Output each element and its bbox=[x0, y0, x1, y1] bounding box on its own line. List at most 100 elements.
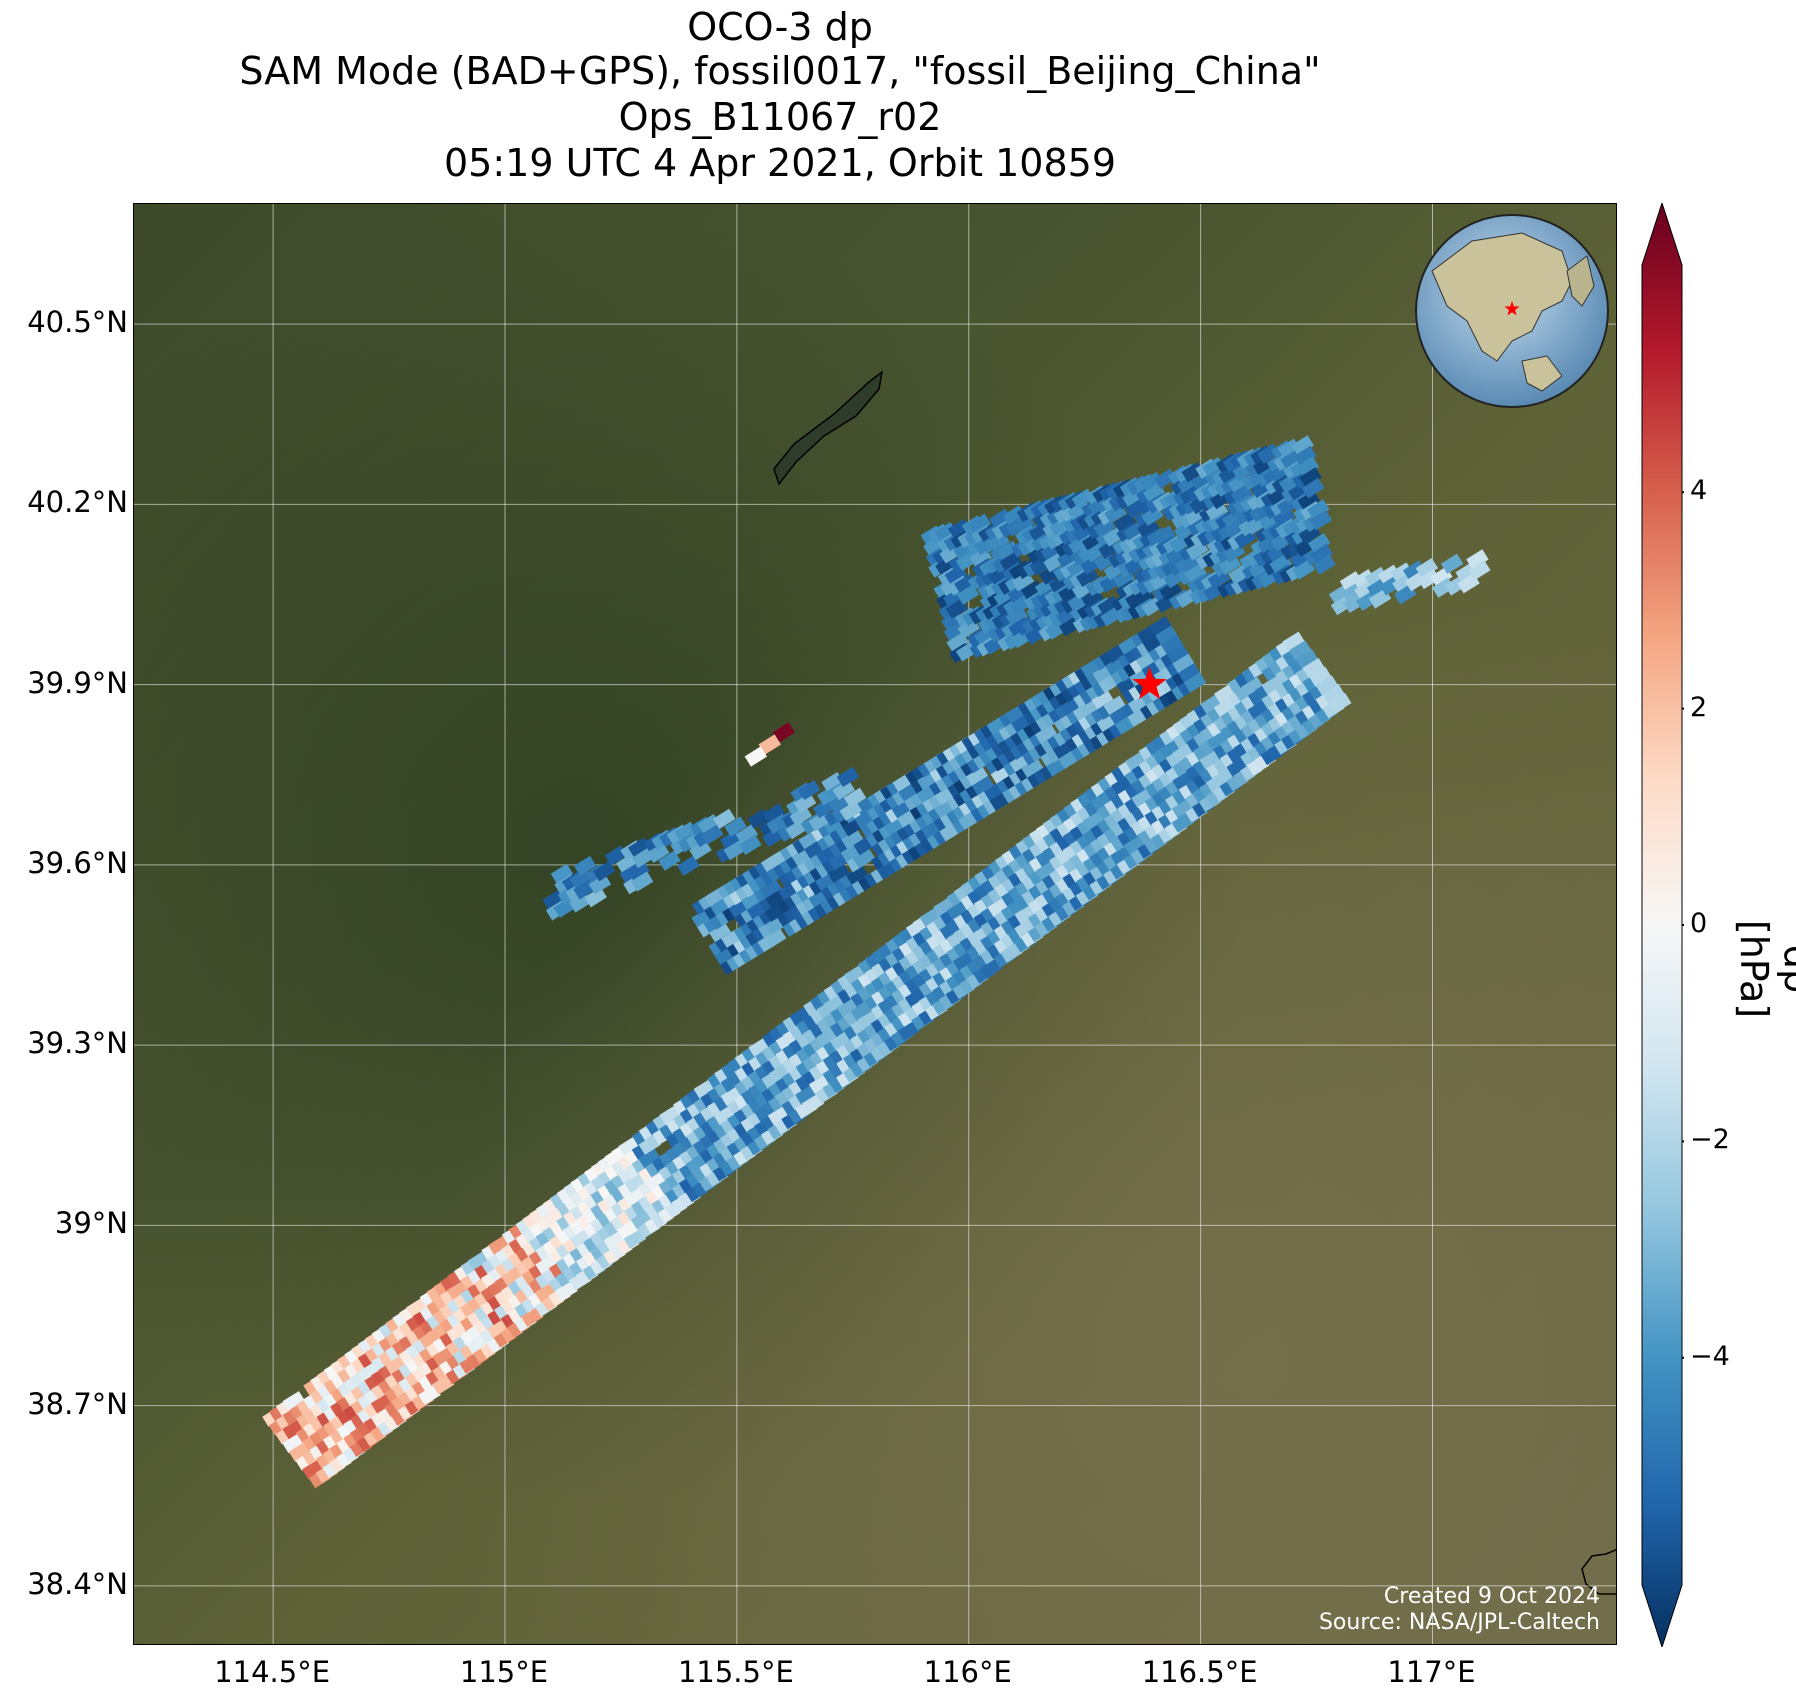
dp-sounding-cell bbox=[1309, 666, 1332, 687]
dp-sounding-cell bbox=[762, 803, 786, 824]
star-shape bbox=[1132, 666, 1167, 700]
dp-sounding-cell bbox=[724, 816, 747, 837]
colorbar-tick-label: 0 bbox=[1690, 908, 1708, 939]
dp-sounding-cell bbox=[1307, 533, 1331, 554]
dp-sounding-cell bbox=[555, 1280, 578, 1301]
dp-sounding-cell bbox=[677, 855, 700, 876]
dp-sounding-cell bbox=[432, 1346, 455, 1367]
dp-sounding-cell bbox=[1160, 634, 1184, 656]
reservoir-outline bbox=[773, 370, 884, 486]
latitude-tick-label: 40.5°N bbox=[27, 305, 128, 340]
dp-sounding-cell bbox=[467, 1250, 491, 1271]
dp-sounding-cell bbox=[720, 1086, 744, 1107]
dp-sounding-cell bbox=[795, 1084, 818, 1105]
dp-sounding-cell bbox=[827, 863, 851, 884]
latitude-tick-label: 39.6°N bbox=[27, 845, 128, 880]
dp-sounding-cell bbox=[829, 1030, 853, 1052]
longitude-tick-label: 116°E bbox=[923, 1655, 1012, 1689]
colorbar-tick-label: −2 bbox=[1690, 1124, 1730, 1156]
dp-sounding-cell bbox=[588, 874, 612, 895]
dp-sounding-cell bbox=[1247, 699, 1271, 720]
latitude-tick-label: 39.3°N bbox=[27, 1026, 128, 1061]
colorbar-body bbox=[1641, 203, 1683, 1647]
longitude-tick-label: 114.5°E bbox=[214, 1655, 331, 1689]
dp-sounding-cell bbox=[1166, 644, 1190, 665]
globe-landmass bbox=[1431, 232, 1573, 362]
dp-sounding-cell bbox=[1205, 501, 1229, 522]
dp-sounding-cell bbox=[550, 863, 574, 884]
dp-sounding-cell bbox=[644, 1171, 668, 1192]
dp-sounding-cell bbox=[1272, 507, 1296, 528]
title-line-2: SAM Mode (BAD+GPS), fossil0017, "fossil_… bbox=[239, 49, 1321, 93]
dp-sounding-cell bbox=[370, 1393, 394, 1414]
latitude-tick-label: 38.7°N bbox=[27, 1386, 128, 1421]
dp-sounding-cell bbox=[971, 775, 995, 796]
dp-sounding-cell bbox=[946, 900, 970, 921]
dp-sounding-cell bbox=[1310, 543, 1334, 565]
dp-sounding-cell bbox=[535, 1254, 558, 1275]
dp-sounding-cell bbox=[1183, 672, 1207, 693]
dp-sounding-cell bbox=[1309, 510, 1333, 531]
dp-sounding-cell bbox=[767, 1105, 791, 1126]
inset-globe bbox=[1415, 214, 1609, 408]
title-line-4: 05:19 UTC 4 Apr 2021, Orbit 10859 bbox=[443, 141, 1116, 185]
dp-sounding-cell bbox=[573, 855, 597, 877]
map-canvas[interactable] bbox=[134, 204, 1617, 1645]
dp-sounding-cell bbox=[1199, 749, 1222, 771]
dp-sounding-cell bbox=[1377, 564, 1401, 585]
latitude-tick-label: 39°N bbox=[54, 1206, 128, 1241]
colorbar-tick-label: −4 bbox=[1690, 1340, 1730, 1372]
globe-landmass-2 bbox=[1521, 355, 1563, 392]
latitude-tick-label: 39.9°N bbox=[27, 665, 128, 700]
dp-sounding-cell bbox=[1329, 692, 1352, 714]
colorbar-tick-label: 4 bbox=[1690, 475, 1708, 507]
dp-sounding-cell bbox=[1322, 684, 1345, 705]
dp-sounding-cell bbox=[418, 1384, 441, 1406]
created-date-text: Created 9 Oct 2024 bbox=[1383, 1584, 1600, 1609]
dp-sounding-cell bbox=[1313, 554, 1336, 575]
dp-sounding-cell bbox=[1213, 683, 1237, 704]
dp-sounding-cell bbox=[836, 997, 860, 1018]
dp-sounding-cell bbox=[584, 887, 607, 908]
dp-sounding-cell bbox=[542, 1207, 566, 1228]
dp-sounding-cell bbox=[801, 1093, 825, 1114]
coastline-outline bbox=[1581, 1549, 1616, 1595]
dp-sounding-cell bbox=[1466, 549, 1489, 570]
dp-sounding-cell bbox=[1301, 477, 1325, 499]
dp-sounding-cell bbox=[521, 1306, 544, 1327]
dp-sounding-cell bbox=[1297, 490, 1321, 511]
dp-sounding-cell bbox=[1159, 580, 1182, 601]
latitude-tick-label: 40.2°N bbox=[27, 485, 128, 520]
dp-sounding-cell bbox=[647, 842, 670, 863]
dp-sounding-cell bbox=[630, 1209, 654, 1230]
dp-sounding-cell bbox=[772, 722, 795, 743]
dp-sounding-cell bbox=[282, 1418, 305, 1440]
dp-sounding-cell bbox=[744, 746, 768, 767]
longitude-tick-label: 117°E bbox=[1387, 1655, 1476, 1689]
dp-sounding-cell bbox=[488, 1235, 511, 1256]
dp-sounding-cell bbox=[432, 1374, 455, 1395]
dp-sounding-cell bbox=[836, 766, 860, 788]
dp-sounding-cell bbox=[798, 779, 821, 801]
dp-sounding-cell bbox=[1339, 571, 1363, 592]
dp-sounding-cell bbox=[627, 860, 650, 882]
dp-sounding-cell bbox=[592, 861, 616, 882]
dp-sounding-cell bbox=[1035, 724, 1058, 745]
map-panel[interactable]: Created 9 Oct 2024 Source: NASA/JPL-Calt… bbox=[133, 203, 1617, 1645]
dp-sounding-cell bbox=[658, 850, 681, 871]
dp-sounding-cell bbox=[630, 871, 654, 892]
dp-sounding-cell bbox=[1110, 845, 1133, 866]
dp-sounding-cell bbox=[919, 907, 943, 928]
dp-sounding-cell bbox=[987, 897, 1010, 918]
dp-sounding-cell bbox=[1294, 445, 1317, 467]
dp-sounding-cell bbox=[759, 879, 783, 900]
dp-sounding-cell bbox=[823, 994, 846, 1015]
dp-sounding-cell bbox=[1172, 653, 1195, 674]
dp-sounding-cell bbox=[302, 1459, 325, 1480]
dp-sounding-cell bbox=[618, 1136, 641, 1157]
dp-sounding-cell bbox=[624, 1186, 647, 1208]
dp-sounding-cell bbox=[1468, 560, 1491, 581]
dp-sounding-cell bbox=[1307, 499, 1330, 520]
dp-sounding-cell bbox=[1155, 625, 1178, 646]
dp-sounding-cell bbox=[569, 1228, 593, 1249]
